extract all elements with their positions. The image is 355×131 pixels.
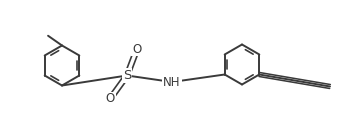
Text: O: O — [105, 92, 115, 105]
Text: NH: NH — [163, 75, 181, 89]
Text: O: O — [132, 42, 142, 56]
Text: S: S — [123, 69, 131, 82]
